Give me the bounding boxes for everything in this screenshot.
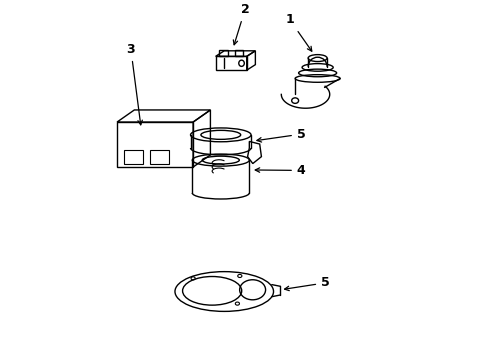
Text: 5: 5	[257, 127, 306, 142]
Text: 2: 2	[233, 3, 249, 45]
Text: 4: 4	[255, 164, 306, 177]
Bar	[124, 150, 143, 164]
Text: 3: 3	[126, 43, 142, 125]
Bar	[216, 57, 247, 70]
Bar	[117, 122, 193, 167]
Bar	[150, 150, 169, 164]
Bar	[219, 50, 228, 57]
Text: 5: 5	[285, 276, 330, 291]
Bar	[235, 50, 243, 57]
Text: 1: 1	[286, 13, 312, 51]
